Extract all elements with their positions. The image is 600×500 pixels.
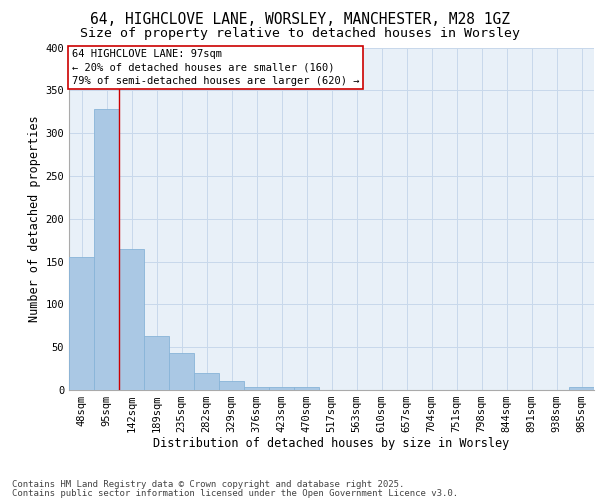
Bar <box>169 353 194 390</box>
Text: 64 HIGHCLOVE LANE: 97sqm
← 20% of detached houses are smaller (160)
79% of semi-: 64 HIGHCLOVE LANE: 97sqm ← 20% of detach… <box>71 49 359 86</box>
Text: Contains public sector information licensed under the Open Government Licence v3: Contains public sector information licen… <box>12 488 458 498</box>
Text: Size of property relative to detached houses in Worsley: Size of property relative to detached ho… <box>80 28 520 40</box>
Bar <box>244 386 269 390</box>
Bar <box>219 382 244 390</box>
Bar <box>569 388 594 390</box>
Bar <box>194 373 219 390</box>
Text: 64, HIGHCLOVE LANE, WORSLEY, MANCHESTER, M28 1GZ: 64, HIGHCLOVE LANE, WORSLEY, MANCHESTER,… <box>90 12 510 28</box>
Y-axis label: Number of detached properties: Number of detached properties <box>28 116 41 322</box>
Bar <box>94 109 119 390</box>
Bar <box>69 258 94 390</box>
Bar <box>119 248 144 390</box>
Bar <box>269 386 294 390</box>
X-axis label: Distribution of detached houses by size in Worsley: Distribution of detached houses by size … <box>154 436 509 450</box>
Bar <box>294 386 319 390</box>
Bar <box>144 336 169 390</box>
Text: Contains HM Land Registry data © Crown copyright and database right 2025.: Contains HM Land Registry data © Crown c… <box>12 480 404 489</box>
